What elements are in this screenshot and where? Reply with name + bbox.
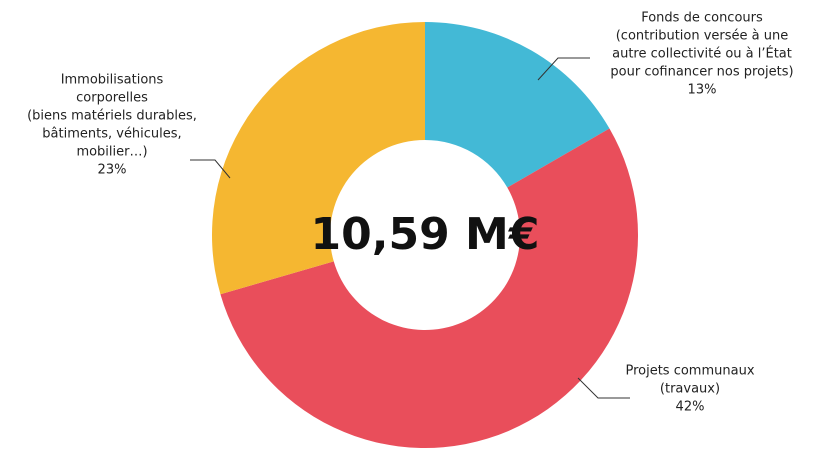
center-label: 10,59 M€ xyxy=(311,209,540,260)
leader-line xyxy=(577,377,630,399)
slice-label: mobilier…) xyxy=(76,145,147,160)
donut-slice xyxy=(220,128,638,448)
value-label: 13% xyxy=(688,83,717,98)
slice-label: (biens matériels durables, xyxy=(27,109,197,124)
leader-line xyxy=(190,159,231,179)
leader-line xyxy=(537,57,590,81)
slice-label: autre collectivité ou à l’État xyxy=(612,46,792,62)
slice-label: (travaux) xyxy=(660,382,720,397)
slice-label: Fonds de concours xyxy=(641,11,763,26)
slice-label: corporelles xyxy=(76,91,148,106)
slice-label: Projets communaux xyxy=(625,364,754,379)
slice-label: Immobilisations xyxy=(61,73,164,88)
slice-label: pour cofinancer nos projets) xyxy=(610,65,793,80)
value-label: 42% xyxy=(676,400,705,415)
slice-label: bâtiments, véhicules, xyxy=(42,127,181,142)
slice-label: (contribution versée à une xyxy=(616,29,789,44)
donut-slice xyxy=(425,22,610,188)
value-label: 23% xyxy=(98,163,127,178)
donut-slice xyxy=(212,22,425,295)
